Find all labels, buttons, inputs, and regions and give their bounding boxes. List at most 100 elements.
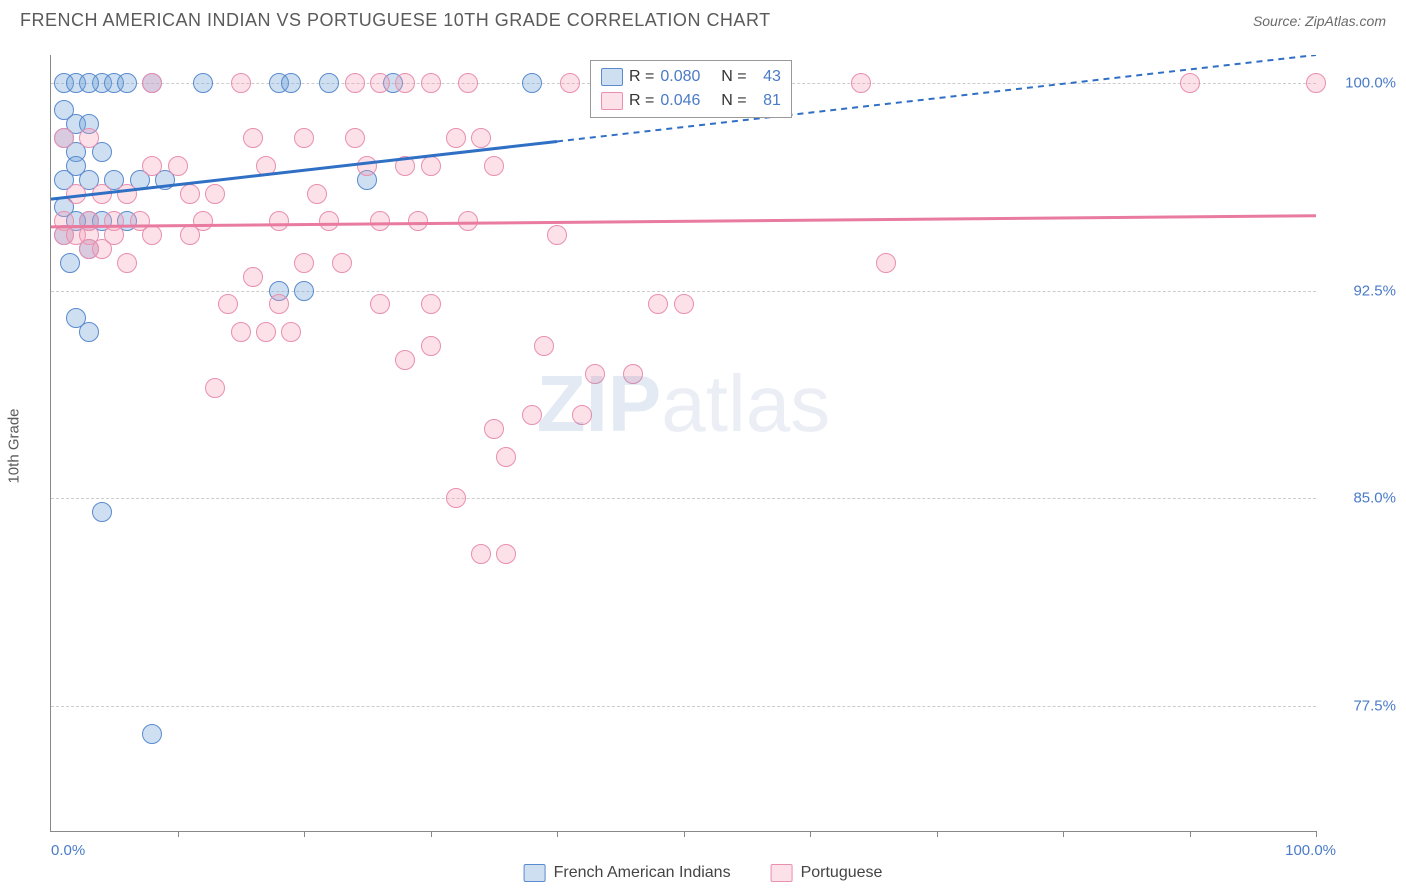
scatter-point bbox=[471, 544, 491, 564]
scatter-point bbox=[522, 73, 542, 93]
scatter-point bbox=[484, 419, 504, 439]
scatter-point bbox=[281, 322, 301, 342]
x-tick bbox=[684, 831, 685, 837]
scatter-point bbox=[60, 253, 80, 273]
x-max-label: 100.0% bbox=[1285, 842, 1336, 859]
scatter-point bbox=[648, 294, 668, 314]
legend-stats-box: R =0.080 N = 43R =0.046 N = 81 bbox=[590, 60, 792, 118]
scatter-point bbox=[243, 267, 263, 287]
scatter-point bbox=[168, 156, 188, 176]
scatter-point bbox=[231, 322, 251, 342]
gridline-h bbox=[51, 498, 1316, 499]
scatter-point bbox=[357, 156, 377, 176]
x-tick bbox=[937, 831, 938, 837]
scatter-point bbox=[54, 128, 74, 148]
scatter-point bbox=[623, 364, 643, 384]
scatter-point bbox=[421, 336, 441, 356]
x-min-label: 0.0% bbox=[51, 842, 85, 859]
scatter-point bbox=[307, 184, 327, 204]
scatter-point bbox=[256, 322, 276, 342]
scatter-point bbox=[1306, 73, 1326, 93]
y-tick-label: 77.5% bbox=[1326, 698, 1396, 715]
scatter-point bbox=[458, 211, 478, 231]
scatter-point bbox=[319, 73, 339, 93]
legend-series-item: French American Indians bbox=[524, 864, 731, 882]
scatter-point bbox=[66, 184, 86, 204]
x-tick bbox=[178, 831, 179, 837]
y-tick-label: 100.0% bbox=[1326, 74, 1396, 91]
scatter-point bbox=[193, 73, 213, 93]
scatter-point bbox=[496, 447, 516, 467]
scatter-point bbox=[446, 488, 466, 508]
trend-lines-layer bbox=[51, 55, 1316, 831]
legend-n-value: 43 bbox=[763, 65, 781, 89]
scatter-point bbox=[218, 294, 238, 314]
legend-r-value: 0.080 bbox=[660, 65, 700, 89]
scatter-point bbox=[421, 156, 441, 176]
scatter-point bbox=[496, 544, 516, 564]
legend-stat-row: R =0.080 N = 43 bbox=[601, 65, 781, 89]
scatter-point bbox=[534, 336, 554, 356]
scatter-point bbox=[370, 211, 390, 231]
scatter-point bbox=[92, 502, 112, 522]
scatter-point bbox=[142, 724, 162, 744]
scatter-point bbox=[205, 184, 225, 204]
scatter-point bbox=[1180, 73, 1200, 93]
legend-r-label: R = bbox=[629, 65, 654, 89]
scatter-point bbox=[395, 156, 415, 176]
chart-title: FRENCH AMERICAN INDIAN VS PORTUGUESE 10T… bbox=[20, 10, 771, 31]
gridline-h bbox=[51, 706, 1316, 707]
legend-bottom: French American Indians Portuguese bbox=[524, 864, 883, 882]
scatter-point bbox=[294, 253, 314, 273]
y-axis-label: 10th Grade bbox=[6, 408, 23, 483]
x-tick bbox=[557, 831, 558, 837]
legend-n-label: N = bbox=[721, 89, 746, 113]
x-tick bbox=[1316, 831, 1317, 837]
legend-r-label: R = bbox=[629, 89, 654, 113]
scatter-point bbox=[585, 364, 605, 384]
scatter-point bbox=[79, 322, 99, 342]
scatter-point bbox=[458, 73, 478, 93]
scatter-point bbox=[395, 350, 415, 370]
y-tick-label: 92.5% bbox=[1326, 282, 1396, 299]
scatter-point bbox=[117, 73, 137, 93]
scatter-point bbox=[180, 184, 200, 204]
scatter-point bbox=[269, 211, 289, 231]
chart-plot-area: ZIPatlas 77.5%85.0%92.5%100.0%0.0%100.0% bbox=[50, 55, 1316, 832]
scatter-point bbox=[674, 294, 694, 314]
scatter-point bbox=[142, 225, 162, 245]
y-tick-label: 85.0% bbox=[1326, 490, 1396, 507]
legend-n-label: N = bbox=[721, 65, 746, 89]
legend-series-item: Portuguese bbox=[771, 864, 883, 882]
watermark: ZIPatlas bbox=[537, 358, 830, 450]
scatter-point bbox=[345, 128, 365, 148]
scatter-point bbox=[142, 73, 162, 93]
x-tick bbox=[1190, 831, 1191, 837]
legend-swatch bbox=[601, 92, 623, 110]
scatter-point bbox=[142, 156, 162, 176]
scatter-point bbox=[117, 253, 137, 273]
source-attribution: Source: ZipAtlas.com bbox=[1253, 13, 1386, 29]
scatter-point bbox=[243, 128, 263, 148]
scatter-point bbox=[92, 184, 112, 204]
scatter-point bbox=[79, 128, 99, 148]
scatter-point bbox=[370, 294, 390, 314]
scatter-point bbox=[269, 294, 289, 314]
x-tick bbox=[304, 831, 305, 837]
legend-swatch bbox=[601, 68, 623, 86]
scatter-point bbox=[395, 73, 415, 93]
legend-n-value: 81 bbox=[763, 89, 781, 113]
legend-series-name: French American Indians bbox=[554, 864, 731, 882]
scatter-point bbox=[370, 73, 390, 93]
scatter-point bbox=[256, 156, 276, 176]
scatter-point bbox=[79, 73, 99, 93]
x-tick bbox=[1063, 831, 1064, 837]
legend-swatch bbox=[524, 864, 546, 882]
x-tick bbox=[810, 831, 811, 837]
scatter-point bbox=[117, 184, 137, 204]
scatter-point bbox=[876, 253, 896, 273]
gridline-h bbox=[51, 291, 1316, 292]
legend-stat-row: R =0.046 N = 81 bbox=[601, 89, 781, 113]
scatter-point bbox=[408, 211, 428, 231]
scatter-point bbox=[332, 253, 352, 273]
